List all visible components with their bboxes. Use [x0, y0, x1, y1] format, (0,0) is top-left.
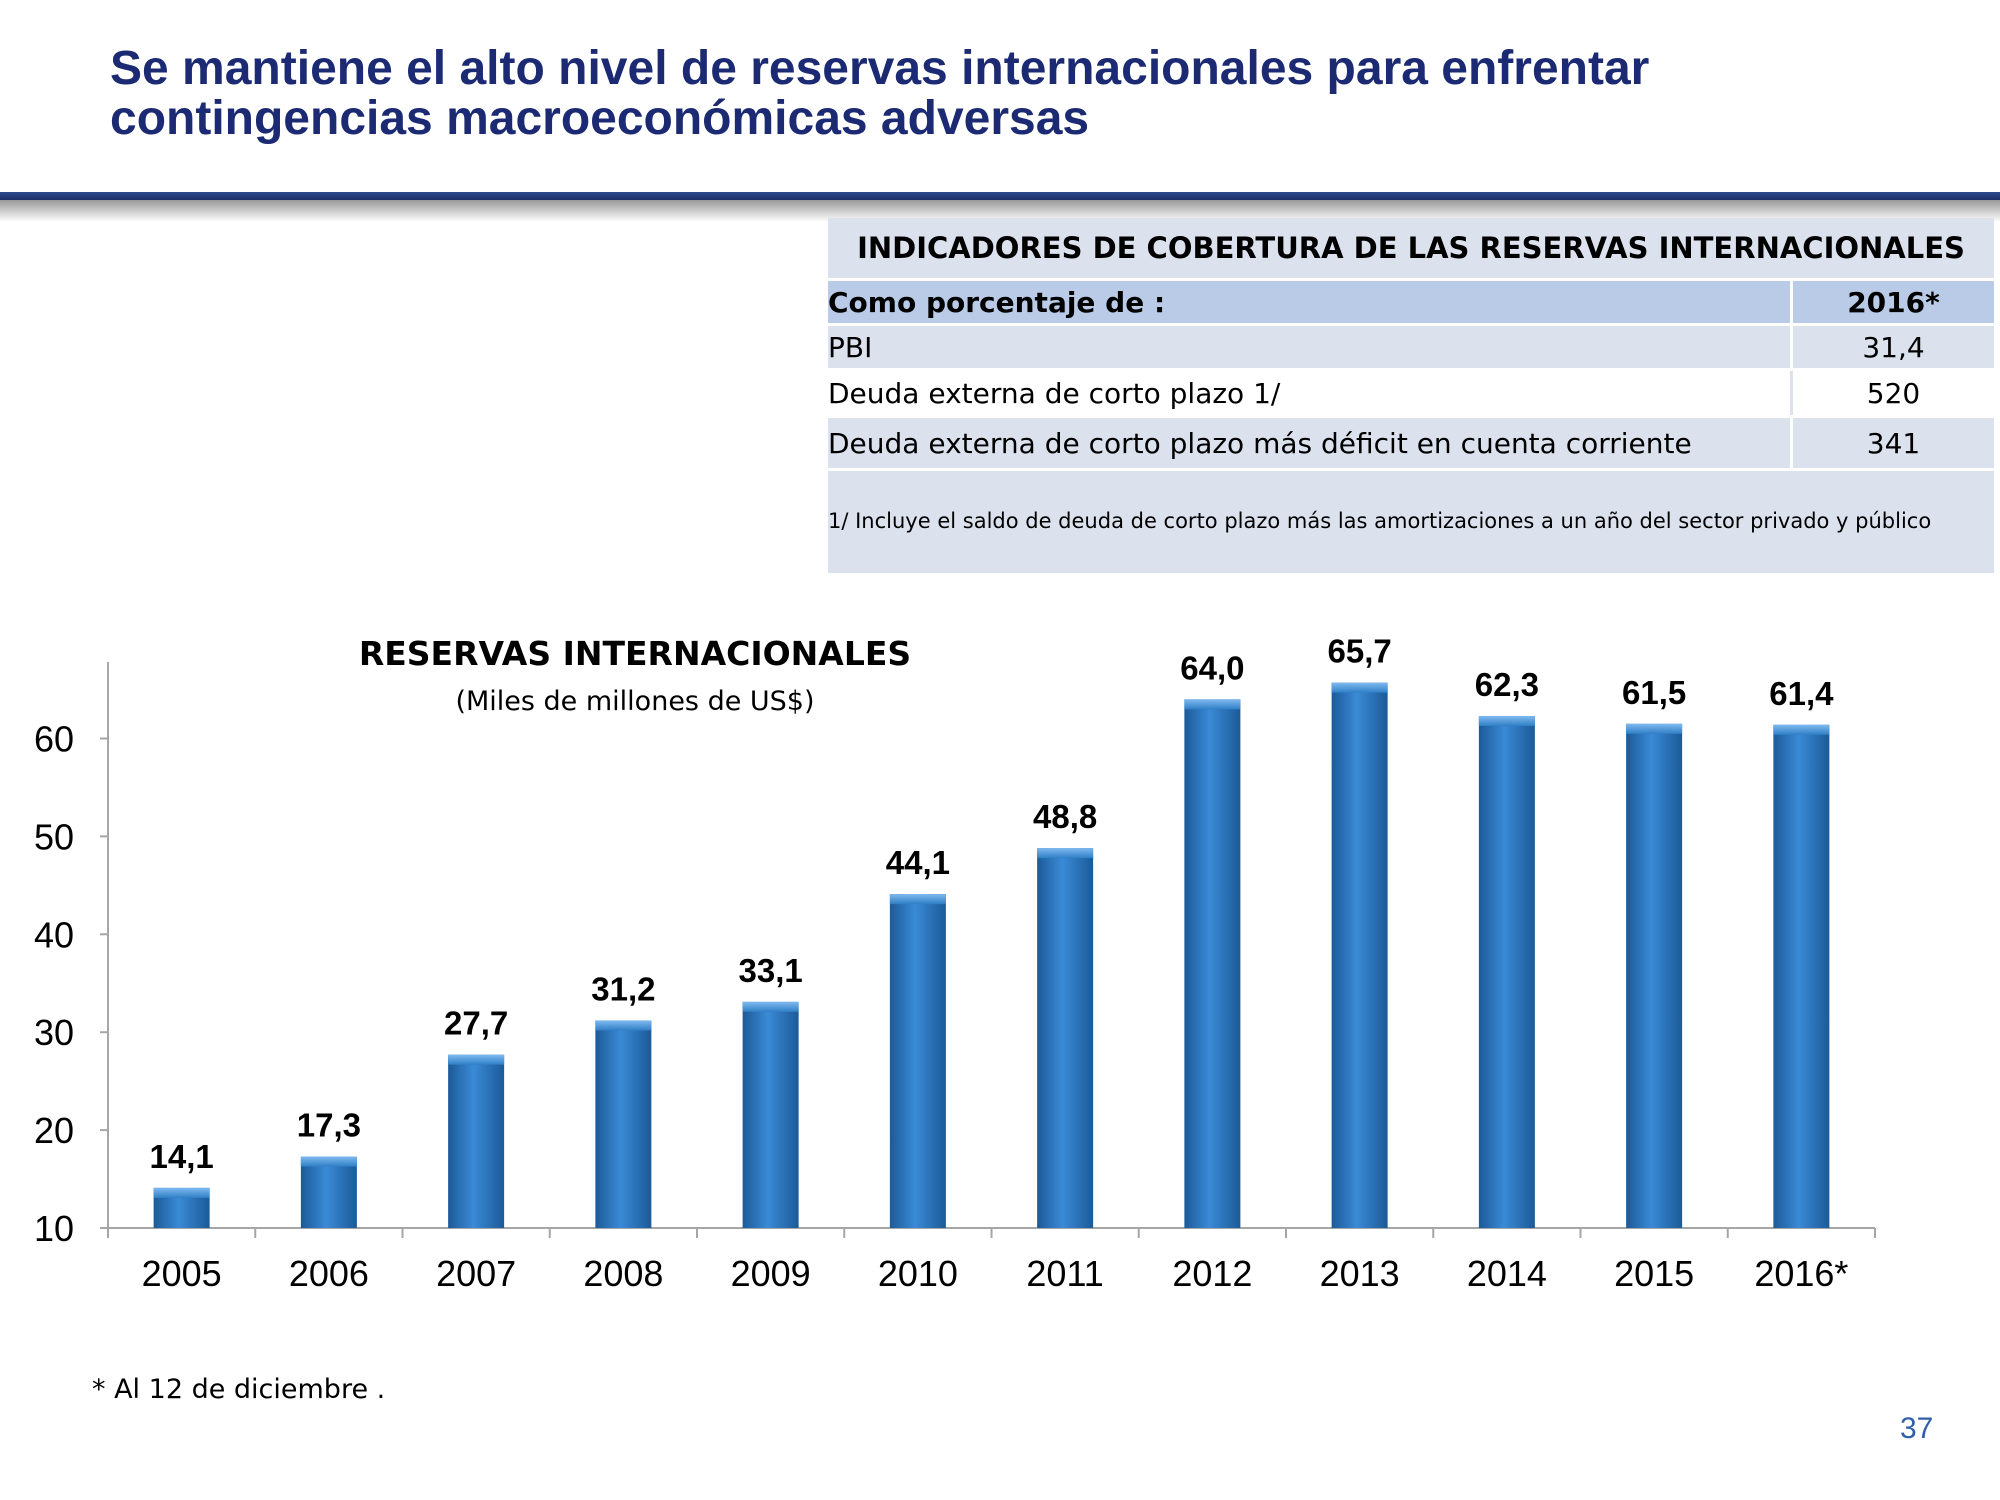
- x-tick-label: 2005: [142, 1253, 222, 1294]
- indicators-header-label: Como porcentaje de :: [828, 285, 1166, 319]
- bar-cap: [1626, 723, 1683, 734]
- indicator-value: 520: [1790, 371, 1994, 415]
- indicator-label: PBI: [828, 330, 873, 364]
- x-tick-label: 2013: [1320, 1253, 1400, 1294]
- slide-title: Se mantiene el alto nivel de reservas in…: [110, 44, 1910, 144]
- bar: [889, 894, 946, 1228]
- bar-value-label: 31,2: [591, 970, 655, 1007]
- x-tick-label: 2012: [1172, 1253, 1252, 1294]
- bar-value-label: 17,3: [297, 1107, 361, 1144]
- bar-value-label: 48,8: [1033, 798, 1097, 835]
- reserves-bar-chart: 10 20 30 40 50 60 14,1 2005 17,3 2006 27,7 2007 31,…: [34, 633, 1876, 1294]
- bar-cap: [1184, 699, 1241, 710]
- bar-cap: [1331, 682, 1388, 693]
- bar-cap: [889, 894, 946, 905]
- bar: [1626, 723, 1683, 1228]
- bar: [1184, 699, 1241, 1228]
- bar-cap: [1773, 724, 1830, 735]
- bar: [1037, 848, 1094, 1228]
- bar-value-label: 62,3: [1475, 666, 1539, 703]
- indicators-table: INDICADORES DE COBERTURA DE LAS RESERVAS…: [828, 218, 1994, 573]
- y-tick-label: 40: [34, 914, 74, 955]
- indicator-value: 31,4: [1790, 326, 1994, 368]
- table-row: PBI 31,4: [828, 323, 1994, 368]
- bar: [595, 1020, 652, 1228]
- y-tick-label: 60: [34, 719, 74, 760]
- bar-cap: [448, 1054, 505, 1065]
- table-row: Deuda externa de corto plazo más déficit…: [828, 415, 1994, 468]
- chart-subtitle: (Miles de millones de US$): [455, 686, 815, 717]
- x-tick-label: 2009: [731, 1253, 811, 1294]
- slide-title-line-2: contingencias macroeconómicas adversas: [110, 92, 1090, 145]
- x-tick-label: 2008: [583, 1253, 663, 1294]
- title-divider-shadow: [0, 200, 2000, 222]
- bar-value-label: 44,1: [886, 844, 950, 881]
- date-footnote: * Al 12 de diciembre .: [92, 1374, 386, 1405]
- bar: [742, 1001, 799, 1228]
- indicators-note: 1/ Incluye el saldo de deuda de corto pl…: [828, 468, 1994, 573]
- bar-cap: [153, 1187, 210, 1198]
- x-tick-label: 2014: [1467, 1253, 1547, 1294]
- bar: [300, 1156, 357, 1228]
- bar-value-label: 64,0: [1180, 649, 1244, 686]
- x-tick-label: 2015: [1614, 1253, 1694, 1294]
- table-row: Deuda externa de corto plazo 1/ 520: [828, 368, 1994, 415]
- title-divider: [0, 192, 2000, 200]
- bar-cap: [742, 1001, 799, 1012]
- bar-cap: [595, 1020, 652, 1031]
- bar-value-label: 14,1: [150, 1138, 214, 1175]
- x-tick-label: 2007: [436, 1253, 516, 1294]
- bar-cap: [1037, 848, 1094, 859]
- x-tick-label: 2016*: [1754, 1253, 1848, 1294]
- bar-value-label: 27,7: [444, 1005, 508, 1042]
- page-number: 37: [1900, 1412, 1934, 1445]
- bar-value-label: 65,7: [1328, 633, 1392, 670]
- bar-value-label: 33,1: [739, 952, 803, 989]
- bar: [448, 1054, 505, 1228]
- bar-value-label: 61,4: [1769, 675, 1834, 712]
- bar-cap: [1478, 715, 1535, 726]
- x-tick-label: 2010: [878, 1253, 958, 1294]
- bar: [1478, 715, 1535, 1228]
- indicator-value: 341: [1790, 418, 1994, 468]
- bar-cap: [300, 1156, 357, 1167]
- bar: [1331, 682, 1388, 1228]
- indicators-header-year: 2016*: [1790, 281, 1994, 323]
- x-tick-label: 2011: [1026, 1253, 1103, 1294]
- indicators-table-title: INDICADORES DE COBERTURA DE LAS RESERVAS…: [828, 218, 1994, 278]
- chart-title: RESERVAS INTERNACIONALES: [358, 634, 912, 673]
- indicators-header-row: Como porcentaje de : 2016*: [828, 278, 1994, 323]
- y-tick-label: 50: [34, 816, 74, 857]
- x-tick-label: 2006: [289, 1253, 369, 1294]
- indicator-label: Deuda externa de corto plazo más déficit…: [828, 426, 1692, 460]
- slide-title-line-1: Se mantiene el alto nivel de reservas in…: [110, 42, 1650, 95]
- bar-value-label: 61,5: [1622, 674, 1686, 711]
- y-tick-label: 10: [34, 1208, 74, 1249]
- bar: [1773, 724, 1830, 1228]
- y-tick-label: 20: [34, 1110, 74, 1151]
- indicator-label: Deuda externa de corto plazo 1/: [828, 376, 1281, 410]
- y-tick-label: 30: [34, 1012, 74, 1053]
